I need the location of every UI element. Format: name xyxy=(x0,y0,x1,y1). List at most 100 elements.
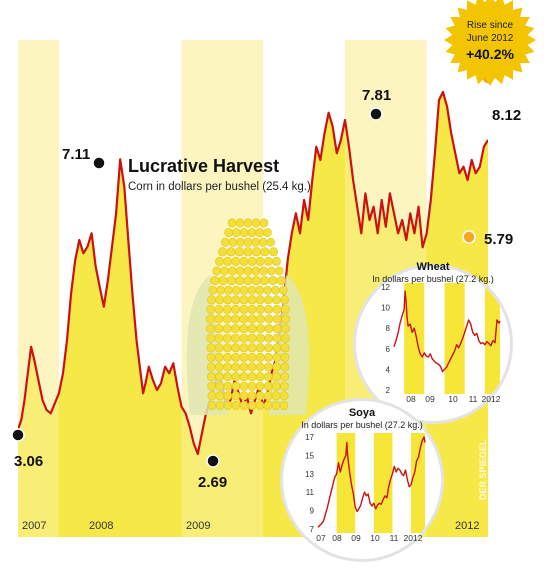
corn-kernel xyxy=(223,381,233,391)
corn-kernel xyxy=(235,218,245,228)
callout-dot-2 xyxy=(206,454,220,468)
corn-kernel xyxy=(231,256,241,266)
soya-title: Soya xyxy=(349,407,376,419)
year-stripe-tint-0 xyxy=(18,40,59,537)
corn-kernel xyxy=(214,324,224,334)
corn-kernel xyxy=(239,314,249,324)
corn-kernel xyxy=(223,352,232,362)
corn-kernel xyxy=(231,333,240,343)
corn-kernel xyxy=(231,314,241,324)
corn-kernel xyxy=(239,256,249,266)
corn-kernel xyxy=(239,343,249,353)
corn-kernel xyxy=(227,218,237,228)
callout-dot-0 xyxy=(11,428,25,442)
corn-kernel xyxy=(222,314,232,324)
corn-kernel xyxy=(271,391,281,401)
wheat-y-tick-1: 4 xyxy=(386,365,391,374)
corn-kernel xyxy=(239,391,249,401)
corn-kernel xyxy=(263,381,273,391)
corn-kernel xyxy=(247,256,257,266)
corn-kernel xyxy=(224,285,233,295)
starburst-value: +40.2% xyxy=(466,46,514,62)
corn-kernel xyxy=(231,324,241,334)
corn-kernel xyxy=(212,266,221,276)
soya-disc xyxy=(283,401,441,559)
wheat-inset-title-block: Wheat In dollars per bushel (27.2 kg.) xyxy=(372,261,494,284)
corn-kernel xyxy=(255,333,265,343)
corn-kernel xyxy=(231,372,241,382)
corn-kernel xyxy=(255,372,265,382)
soya-y-tick-2: 11 xyxy=(306,488,315,497)
corn-kernel xyxy=(216,285,225,295)
chart-subtitle: Corn in dollars per bushel (25.4 kg.) xyxy=(128,181,311,193)
corn-kernel xyxy=(247,400,257,410)
corn-kernel xyxy=(231,391,241,401)
corn-kernel xyxy=(272,362,281,372)
corn-kernel xyxy=(243,276,253,286)
wheat-y-tick-0: 2 xyxy=(386,386,391,395)
wheat-band-1 xyxy=(444,283,465,394)
starburst-line1: Rise since xyxy=(467,20,514,31)
corn-kernel xyxy=(260,247,270,257)
corn-kernel xyxy=(280,304,290,314)
corn-kernel xyxy=(207,295,216,305)
corn-kernel xyxy=(266,237,275,247)
corn-kernel xyxy=(215,381,224,391)
corn-kernel xyxy=(232,228,241,238)
corn-kernel xyxy=(231,362,241,372)
corn-kernel xyxy=(255,352,265,362)
corn-kernel xyxy=(222,304,232,314)
corn-kernel xyxy=(255,256,265,266)
corn-kernel xyxy=(247,362,257,372)
corn-kernel xyxy=(236,237,245,247)
callout-label-4: 5.79 xyxy=(484,231,513,248)
corn-kernel xyxy=(251,218,261,228)
corn-kernel xyxy=(218,276,228,286)
corn-kernel xyxy=(222,333,232,343)
corn-kernel xyxy=(247,372,257,382)
corn-kernel xyxy=(228,237,237,247)
wheat-plot xyxy=(393,283,501,394)
corn-kernel xyxy=(231,400,241,410)
corn-kernel xyxy=(232,285,241,295)
wheat-disc xyxy=(356,267,510,421)
corn-kernel xyxy=(255,285,264,295)
corn-kernel xyxy=(223,295,233,305)
corn-kernel xyxy=(214,343,224,353)
corn-kernel xyxy=(259,218,269,228)
soya-y-tick-1: 9 xyxy=(310,507,315,516)
corn-kernel xyxy=(263,285,272,295)
starburst-line2: June 2012 xyxy=(467,33,514,44)
corn-kernel xyxy=(251,276,261,286)
corn-kernel xyxy=(272,256,281,266)
corn-kernel xyxy=(281,314,291,324)
callout-label-3: 7.81 xyxy=(362,87,391,104)
corn-kernel xyxy=(247,391,257,401)
corn-kernel xyxy=(280,362,290,372)
corn-kernel xyxy=(247,333,257,343)
corn-kernel xyxy=(263,256,273,266)
corn-kernel xyxy=(279,400,289,410)
corn-kernel xyxy=(263,362,273,372)
corn-kernel xyxy=(259,266,268,276)
corn-kernel xyxy=(280,295,289,305)
corn-kernel xyxy=(280,352,290,362)
corn-kernel xyxy=(263,391,273,401)
wheat-inset: 2 4 6 8 10 12 08 09 10 11 2012 xyxy=(353,264,513,424)
corn-kernel xyxy=(264,314,274,324)
corn-cob-illustration xyxy=(186,218,310,415)
corn-kernel xyxy=(252,247,262,257)
corn-kernel xyxy=(243,266,253,276)
corn-kernel xyxy=(226,276,236,286)
corn-kernel xyxy=(272,343,282,353)
corn-kernel xyxy=(239,295,249,305)
wheat-x-tick-4: 2012 xyxy=(482,394,501,404)
starburst-shape xyxy=(444,0,536,86)
main-chart-title-block: Lucrative Harvest Corn in dollars per bu… xyxy=(128,156,311,193)
corn-kernel xyxy=(215,391,225,401)
corn-kernel xyxy=(255,391,265,401)
corn-kernel xyxy=(247,304,257,314)
corn-kernel xyxy=(235,276,245,286)
corn-kernel xyxy=(255,343,265,353)
corn-kernel xyxy=(275,266,284,276)
